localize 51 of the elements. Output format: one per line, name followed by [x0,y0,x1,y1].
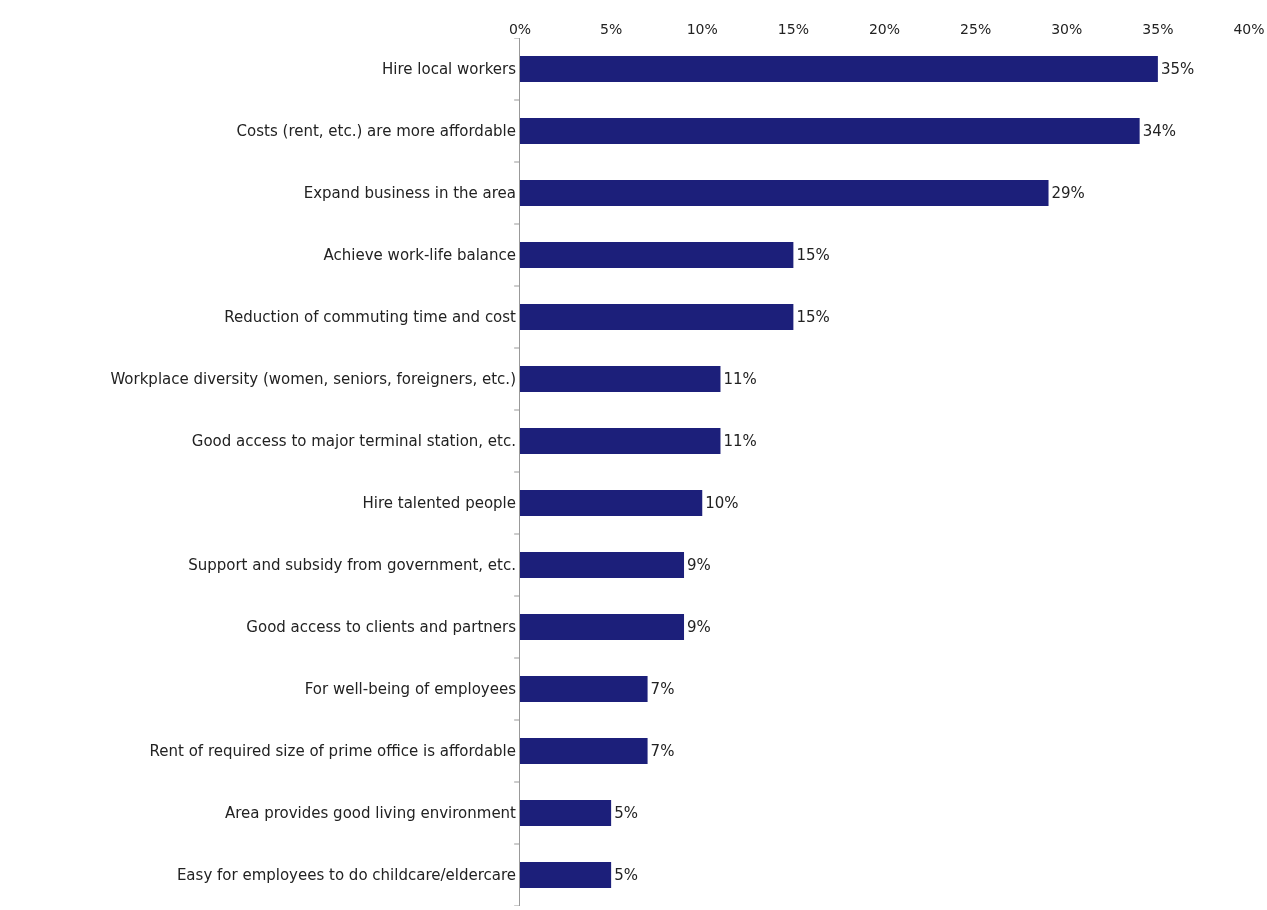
y-tick-label: Workplace diversity (women, seniors, foreigners, etc.) [110,370,516,389]
data-label: 10% [705,494,739,512]
bar [520,489,703,517]
x-tick-label: 15% [777,21,809,38]
bar [520,613,685,641]
bar [520,179,1049,207]
data-label: 29% [1051,184,1085,202]
data-label: 7% [650,680,675,698]
y-tick-label: Achieve work-life balance [323,246,516,265]
bar [520,737,648,765]
bar [520,117,1140,145]
x-tick-label: 40% [1233,21,1265,38]
y-tick-label: Costs (rent, etc.) are more affordable [236,122,516,141]
x-tick-label: 10% [686,21,718,38]
data-label: 5% [614,804,638,822]
bar [520,55,1158,83]
data-label: 34% [1142,122,1176,140]
data-label: 9% [687,618,711,636]
x-tick-label: 20% [868,21,901,38]
x-tick-label: 0% [508,21,532,38]
bar [520,365,721,393]
x-tick-label: 35% [1142,21,1174,38]
data-label: 35% [1160,60,1195,78]
bar [520,427,721,455]
y-tick-label: For well-being of employees [304,680,517,699]
bar [520,675,648,703]
y-tick-label: Rent of required size of prime office is affordable [149,742,516,761]
bar [520,551,685,579]
y-tick-label: Hire local workers [382,60,517,79]
bar [520,799,612,827]
y-tick-label: Expand business in the area [303,184,516,203]
bar [520,303,794,331]
y-tick-label: Support and subsidy from government, etc. [188,556,516,575]
data-label: 11% [723,432,757,450]
bar [520,241,794,269]
data-label: 15% [796,308,830,326]
data-label: 15% [796,246,830,264]
y-tick-label: Hire talented people [362,494,516,513]
x-tick-label: 25% [960,21,992,38]
y-tick-label: Easy for employees to do childcare/eldercare [176,866,516,885]
data-label: 7% [650,742,675,760]
x-tick-label: 5% [600,21,623,38]
y-tick-label: Good access to clients and partners [246,618,517,637]
data-label: 11% [723,370,757,388]
data-label: 5% [614,866,638,884]
x-tick-label: 30% [1051,21,1083,38]
y-tick-label: Reduction of commuting time and cost [224,308,517,327]
y-tick-label: Area provides good living environment [224,804,517,823]
bar [520,861,612,889]
y-tick-label: Good access to major terminal station, etc. [191,432,516,451]
data-label: 9% [687,556,711,574]
